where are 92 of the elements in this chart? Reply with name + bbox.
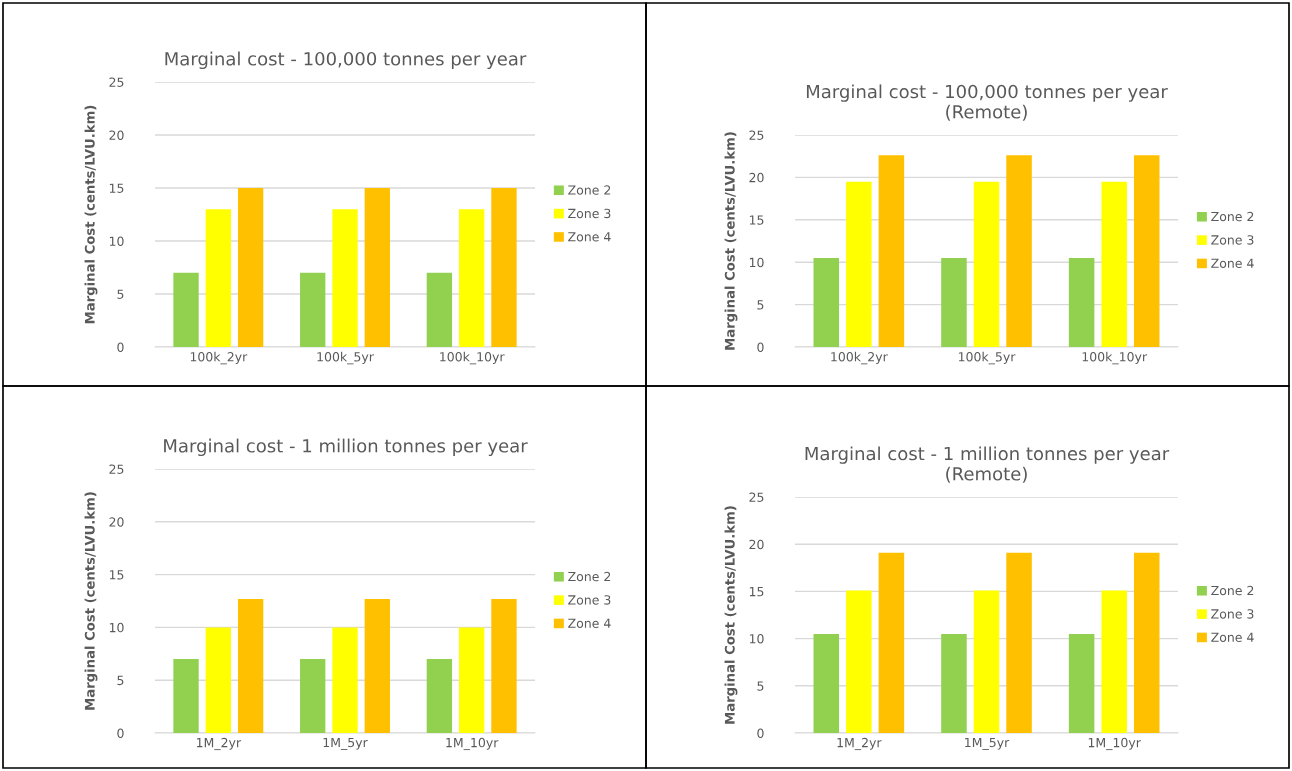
- y-tick-label: 5: [117, 675, 124, 686]
- x-tick-label: 100k_10yr: [440, 351, 505, 365]
- bar: [300, 659, 326, 733]
- y-tick-label: 20: [749, 539, 764, 550]
- x-tick-label: 1M_5yr: [323, 737, 368, 750]
- bar: [813, 257, 840, 347]
- bar: [173, 659, 199, 733]
- legend-label: Zone 2: [1211, 585, 1254, 596]
- legend-label: Zone 2: [1211, 211, 1254, 222]
- legend-label: Zone 4: [568, 232, 611, 242]
- chart-title: Marginal cost - 1 million tonnes per year: [164, 438, 528, 457]
- bar: [973, 181, 1000, 347]
- bar: [1101, 590, 1127, 733]
- bar: [846, 590, 872, 733]
- x-tick-label: 100k_2yr: [190, 351, 248, 365]
- bar: [205, 627, 231, 733]
- bar: [1006, 552, 1032, 733]
- y-tick-label: 10: [749, 257, 764, 268]
- bar: [491, 188, 517, 347]
- y-tick-label: 5: [117, 289, 124, 299]
- bar: [973, 590, 1000, 733]
- y-axis-title: Marginal Cost (cents/LVU.km): [724, 132, 738, 350]
- bar: [426, 272, 453, 347]
- legend-label: Zone 3: [568, 595, 611, 605]
- bar: [1068, 633, 1095, 733]
- y-tick-label: 0: [757, 728, 764, 738]
- x-tick-label: 100k_2yr: [831, 351, 888, 365]
- bar: [300, 272, 326, 347]
- bar: [1101, 181, 1127, 347]
- legend-label: Zone 4: [1211, 632, 1254, 642]
- y-tick-label: 20: [109, 517, 124, 527]
- y-tick-label: 25: [749, 492, 764, 502]
- x-tick-label: 1M_5yr: [965, 737, 1010, 750]
- bar: [364, 188, 390, 347]
- bar: [173, 272, 199, 347]
- bar: [941, 633, 967, 733]
- bar: [491, 598, 517, 733]
- y-tick-label: 15: [749, 215, 764, 225]
- bar: [237, 188, 264, 347]
- x-tick-label: 1M_2yr: [196, 737, 242, 751]
- y-tick-label: 20: [749, 172, 764, 183]
- y-tick-label: 15: [109, 570, 124, 580]
- bar: [878, 552, 905, 733]
- chart-title: Marginal cost - 100,000 tonnes per year: [165, 51, 527, 70]
- chart-title: Marginal cost - 100,000 tonnes per year (Remote): [806, 84, 1168, 121]
- bar: [1068, 257, 1095, 347]
- bar: [426, 659, 453, 733]
- chart-title: Marginal cost - 1 million tonnes per year (Remote): [805, 446, 1170, 483]
- bar: [364, 598, 390, 733]
- bar: [205, 209, 231, 347]
- x-tick-label: 100k_10yr: [1082, 351, 1148, 365]
- bar: [1006, 155, 1032, 347]
- bar: [846, 181, 872, 347]
- y-axis-title: Marginal Cost (cents/LVU.km): [84, 492, 98, 710]
- y-tick-label: 5: [757, 300, 764, 310]
- y-tick-label: 10: [109, 236, 124, 246]
- y-tick-label: 20: [109, 130, 124, 140]
- bar: [459, 627, 485, 733]
- bar: [1133, 552, 1160, 733]
- x-tick-label: 1M_10yr: [1088, 737, 1141, 751]
- legend-label: Zone 4: [1211, 258, 1254, 268]
- bar: [813, 633, 840, 733]
- bar: [332, 209, 358, 347]
- y-axis-title: Marginal Cost (cents/LVU.km): [84, 105, 98, 324]
- y-tick-label: 10: [109, 622, 124, 633]
- bar: [1133, 155, 1160, 347]
- y-tick-label: 25: [109, 464, 124, 474]
- legend-label: Zone 4: [568, 618, 611, 628]
- bar: [459, 209, 485, 347]
- y-tick-label: 0: [757, 342, 764, 352]
- x-tick-label: 1M_2yr: [837, 737, 882, 751]
- x-tick-label: 1M_10yr: [446, 737, 499, 751]
- bar: [878, 155, 905, 347]
- legend-label: Zone 3: [1211, 609, 1254, 619]
- legend-label: Zone 3: [568, 208, 611, 219]
- legend-label: Zone 2: [568, 185, 611, 195]
- y-axis-title: Marginal Cost (cents/LVU.km): [724, 506, 738, 724]
- y-tick-label: 25: [749, 130, 764, 140]
- x-tick-label: 100k_5yr: [317, 351, 374, 365]
- y-tick-label: 10: [749, 634, 764, 644]
- bar: [332, 627, 358, 733]
- y-tick-label: 15: [109, 183, 124, 193]
- y-tick-label: 0: [117, 342, 124, 352]
- y-tick-label: 25: [109, 77, 124, 87]
- x-tick-label: 100k_5yr: [958, 351, 1016, 365]
- legend-label: Zone 2: [568, 571, 611, 582]
- bar: [941, 257, 967, 347]
- bar: [237, 598, 264, 733]
- y-tick-label: 15: [749, 587, 764, 597]
- y-tick-label: 5: [757, 681, 764, 691]
- y-tick-label: 0: [117, 728, 124, 738]
- legend-label: Zone 3: [1211, 235, 1254, 245]
